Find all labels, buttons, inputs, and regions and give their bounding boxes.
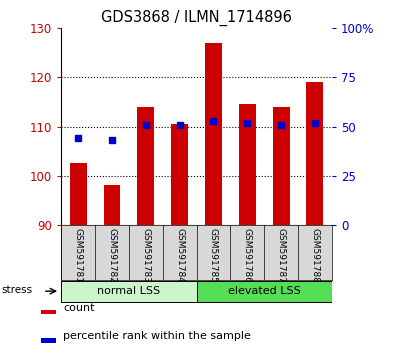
Text: GSM591784: GSM591784: [175, 228, 184, 282]
Text: stress: stress: [1, 285, 32, 295]
Text: percentile rank within the sample: percentile rank within the sample: [63, 331, 251, 341]
Text: GSM591785: GSM591785: [209, 228, 218, 282]
Bar: [171, 124, 188, 225]
Bar: [239, 104, 256, 225]
Bar: [205, 43, 222, 225]
Text: GSM591786: GSM591786: [243, 228, 252, 282]
Bar: [41, 338, 56, 343]
Text: elevated LSS: elevated LSS: [228, 286, 301, 296]
Text: GSM591781: GSM591781: [73, 228, 83, 282]
Text: GSM591788: GSM591788: [310, 228, 320, 282]
Title: GDS3868 / ILMN_1714896: GDS3868 / ILMN_1714896: [101, 9, 292, 25]
FancyBboxPatch shape: [61, 281, 197, 302]
Bar: [70, 164, 87, 225]
Bar: [307, 82, 324, 225]
Bar: [273, 107, 290, 225]
Bar: [103, 185, 120, 225]
FancyBboxPatch shape: [197, 281, 332, 302]
Text: GSM591787: GSM591787: [276, 228, 286, 282]
Text: GSM591783: GSM591783: [141, 228, 150, 282]
Bar: [41, 310, 56, 314]
Text: GSM591782: GSM591782: [107, 228, 117, 282]
Bar: [137, 107, 154, 225]
Text: count: count: [63, 303, 94, 313]
Text: normal LSS: normal LSS: [97, 286, 160, 296]
